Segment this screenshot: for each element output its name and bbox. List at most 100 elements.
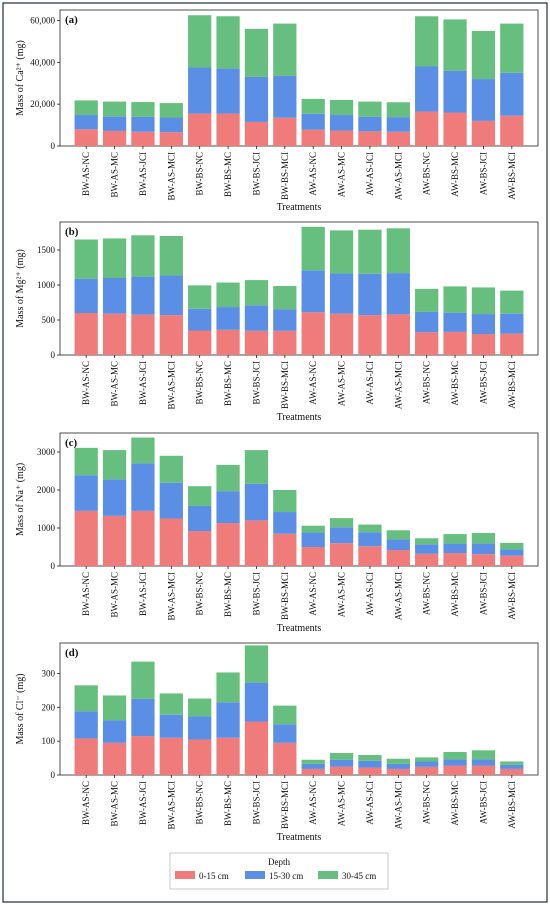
bar-BW-AS-MCI-0-15 xyxy=(159,518,183,566)
bar-AW-AS-NC-15-30 xyxy=(301,270,325,313)
bar-BW-AS-JCI-30-45 xyxy=(131,437,155,464)
x-tick-label: AW-BS-JCI xyxy=(478,361,488,404)
bar-AW-BS-MC-30-45 xyxy=(443,19,467,71)
x-tick-label: AW-BS-NC xyxy=(422,152,432,195)
bar-AW-AS-JCI-30-45 xyxy=(358,101,382,117)
x-tick-label: BW-AS-NC xyxy=(81,361,91,405)
x-tick-label: BW-BS-NC xyxy=(195,572,205,616)
bar-AW-BS-MC-0-15 xyxy=(443,553,467,566)
x-tick-label: BW-AS-NC xyxy=(81,572,91,616)
bar-AW-BS-NC-30-45 xyxy=(415,757,439,762)
panel-1: BW-AS-NC BW-AS-MC BW-AS-JCI BW-AS-MCI BW-BS-… xyxy=(15,9,539,213)
bar-BW-AS-JCI-15-30 xyxy=(131,463,155,511)
x-tick-label: AW-AS-JCI xyxy=(365,781,375,825)
panel-4: BW-AS-NC BW-AS-MC BW-AS-JCI BW-AS-MCI BW-BS-… xyxy=(15,642,539,843)
bar-AW-BS-NC-30-45 xyxy=(415,16,439,67)
bar-BW-BS-MCI-30-45 xyxy=(273,705,297,725)
bar-BW-BS-JCI-15-30 xyxy=(244,76,269,122)
x-tick-label: AW-AS-NC xyxy=(308,152,318,196)
bar-AW-BS-MCI-30-45 xyxy=(500,23,524,73)
bar-AW-BS-MCI-15-30 xyxy=(500,549,524,556)
bar-AW-AS-JCI-15-30 xyxy=(358,273,382,316)
x-tick-label: AW-AS-MC xyxy=(337,152,347,197)
x-tick-label: BW-BS-MCI xyxy=(280,781,290,829)
x-tick-label: AW-BS-MC xyxy=(450,361,460,406)
y-tick-label: 0 xyxy=(51,561,56,571)
bar-BW-AS-MC-30-45 xyxy=(102,450,127,480)
bar-BW-BS-NC-30-45 xyxy=(188,698,212,717)
panel-3: BW-AS-NC BW-AS-MC BW-AS-JCI BW-AS-MCI BW-BS-… xyxy=(15,432,539,634)
bar-AW-BS-MCI-30-45 xyxy=(500,761,524,765)
bar-AW-BS-MC-15-30 xyxy=(443,312,467,332)
bar-BW-AS-MC-30-45 xyxy=(102,101,127,117)
bar-BW-AS-JCI-30-45 xyxy=(131,102,155,117)
bar-BW-AS-NC-0-15 xyxy=(74,738,98,775)
y-tick-label: 2000 xyxy=(37,485,56,495)
legend-label-0-15: 0-15 cm xyxy=(199,871,229,881)
bar-AW-AS-NC-0-15 xyxy=(301,312,325,355)
x-tick-label: AW-BS-MC xyxy=(450,572,460,617)
bar-BW-AS-MC-0-15 xyxy=(102,130,127,146)
x-tick-label: BW-BS-NC xyxy=(195,361,205,405)
bar-AW-BS-MCI-0-15 xyxy=(500,768,524,775)
bar-AW-AS-MC-15-30 xyxy=(329,115,354,131)
bar-AW-BS-NC-15-30 xyxy=(415,311,439,333)
bar-AW-AS-NC-30-45 xyxy=(301,226,325,271)
x-tick-label: BW-BS-MC xyxy=(223,361,233,406)
x-tick-label: BW-BS-MCI xyxy=(280,152,290,200)
legend-title: Depth xyxy=(268,857,290,867)
bar-AW-AS-NC-0-15 xyxy=(301,768,325,775)
bar-AW-AS-NC-0-15 xyxy=(301,547,325,566)
bar-AW-BS-JCI-0-15 xyxy=(471,554,496,566)
x-tick-label: BW-AS-JCI xyxy=(138,781,148,825)
bar-AW-AS-MC-30-45 xyxy=(329,99,354,116)
y-axis-title: Mass of Mg²⁺ (mg) xyxy=(15,249,26,328)
x-tick-label: BW-AS-JCI xyxy=(138,361,148,405)
x-tick-label: BW-AS-MC xyxy=(110,152,120,198)
bar-BW-AS-NC-15-30 xyxy=(74,115,98,130)
bar-AW-BS-JCI-0-15 xyxy=(471,120,496,146)
x-tick-label: AW-AS-NC xyxy=(308,781,318,825)
y-axis-title: Mass of Ca²⁺ (mg) xyxy=(15,40,26,116)
bar-BW-AS-MCI-15-30 xyxy=(159,117,183,133)
bar-BW-BS-NC-0-15 xyxy=(188,113,212,146)
bar-BW-BS-NC-15-30 xyxy=(188,716,212,740)
x-tick-label: AW-AS-MC xyxy=(337,361,347,406)
bar-BW-BS-JCI-15-30 xyxy=(244,682,269,722)
x-tick-label: AW-AS-JCI xyxy=(365,572,375,616)
bar-AW-AS-JCI-0-15 xyxy=(358,767,382,775)
bar-AW-AS-MC-0-15 xyxy=(329,766,354,775)
bar-BW-AS-MCI-15-30 xyxy=(159,714,183,738)
bar-AW-AS-JCI-0-15 xyxy=(358,546,382,566)
y-tick-label: 1000 xyxy=(37,523,56,533)
bar-BW-BS-MC-30-45 xyxy=(216,16,240,69)
bar-AW-BS-NC-30-45 xyxy=(415,288,439,312)
bar-AW-AS-MC-30-45 xyxy=(329,230,354,274)
bar-BW-BS-MCI-30-45 xyxy=(273,490,297,513)
bar-AW-AS-JCI-30-45 xyxy=(358,755,382,761)
legend-box xyxy=(169,852,389,890)
bar-AW-AS-JCI-15-30 xyxy=(358,116,382,132)
bar-BW-AS-JCI-15-30 xyxy=(131,698,155,737)
x-tick-label: BW-AS-NC xyxy=(81,781,91,825)
x-tick-label: BW-BS-NC xyxy=(195,781,205,825)
bar-AW-BS-MC-15-30 xyxy=(443,759,467,766)
bar-BW-BS-MC-0-15 xyxy=(216,113,240,146)
bar-AW-AS-NC-0-15 xyxy=(301,129,325,146)
bar-BW-AS-MCI-0-15 xyxy=(159,737,183,775)
bar-BW-AS-MCI-30-45 xyxy=(159,693,183,715)
x-tick-label: AW-AS-NC xyxy=(308,572,318,616)
legend-swatch-15-30 xyxy=(245,871,265,879)
bar-AW-BS-MCI-15-30 xyxy=(500,72,524,116)
bar-BW-BS-NC-15-30 xyxy=(188,505,212,532)
bar-AW-BS-MCI-0-15 xyxy=(500,333,524,355)
y-tick-label: 60,000 xyxy=(30,15,55,25)
bar-BW-BS-MCI-0-15 xyxy=(273,742,297,775)
bar-AW-BS-JCI-15-30 xyxy=(471,759,496,766)
bar-BW-AS-JCI-0-15 xyxy=(131,736,155,775)
x-tick-label: BW-AS-JCI xyxy=(138,152,148,196)
x-axis-title: Treatments xyxy=(277,832,322,843)
bar-AW-BS-JCI-15-30 xyxy=(471,79,496,121)
panel-label: (c) xyxy=(65,437,78,449)
